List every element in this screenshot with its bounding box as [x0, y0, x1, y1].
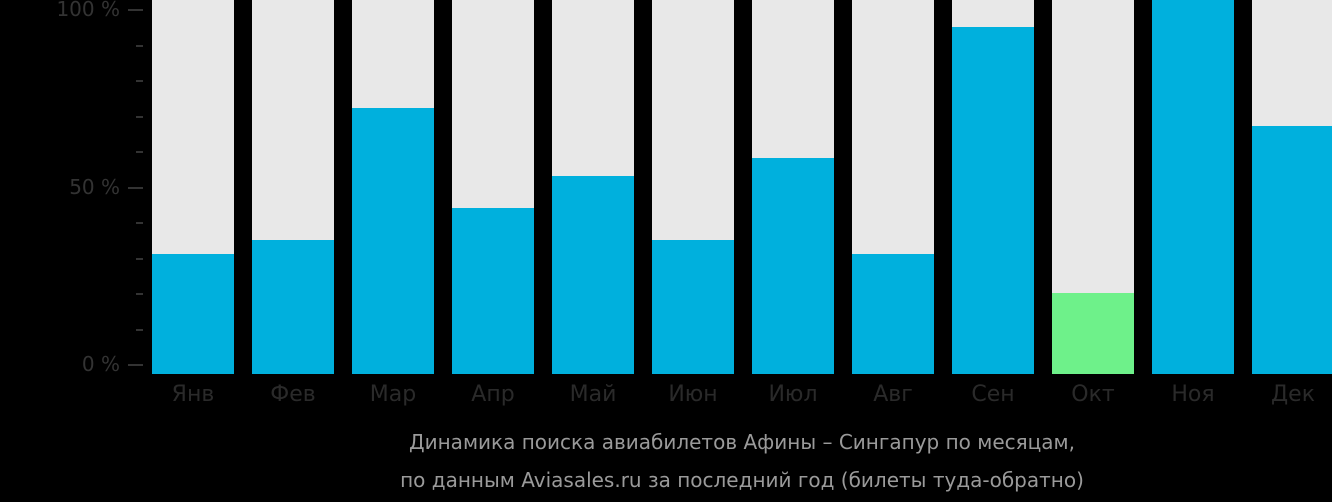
bar-fill	[252, 239, 334, 374]
bar-12	[1252, 0, 1332, 374]
x-tick-label: Фев	[270, 382, 316, 407]
bar-8	[852, 0, 934, 374]
x-tick-label: Май	[569, 382, 617, 407]
x-tick-label: Мар	[369, 382, 417, 407]
x-tick-label: Авг	[873, 382, 913, 407]
bar-fill	[852, 253, 934, 374]
x-tick-label: Июн	[668, 382, 718, 407]
x-tick-label: Янв	[171, 382, 215, 407]
x-tick-label: Ноя	[1171, 382, 1215, 407]
bar-1	[152, 0, 234, 374]
bar-fill	[352, 108, 434, 374]
bar-fill	[152, 253, 234, 374]
y-major-tick	[128, 186, 143, 189]
bar-9	[952, 0, 1034, 374]
y-minor-tick	[136, 115, 143, 118]
bar-fill	[952, 26, 1034, 374]
x-tick-label: Сен	[971, 382, 1015, 407]
bar-fill	[452, 207, 534, 374]
bar-6	[652, 0, 734, 374]
bar-2	[252, 0, 334, 374]
y-minor-tick	[136, 222, 143, 224]
y-minor-tick	[136, 80, 143, 82]
bar-fill	[1252, 126, 1332, 374]
chart-subtitle: по данным Aviasales.ru за последний год …	[400, 468, 1084, 492]
bar-fill	[552, 175, 634, 374]
x-tick-label: Окт	[1071, 382, 1115, 407]
bar-7	[752, 0, 834, 374]
y-major-tick	[128, 9, 143, 11]
bar-fill	[652, 239, 734, 374]
bar-3	[352, 0, 434, 374]
bar-fill	[1052, 293, 1134, 374]
bar-4	[452, 0, 534, 374]
y-tick-label: 100 %	[56, 0, 120, 21]
y-tick-label: 50 %	[69, 174, 120, 199]
y-minor-tick	[136, 44, 143, 47]
bar-10	[1052, 0, 1134, 374]
y-minor-tick	[136, 293, 143, 295]
bar-fill	[752, 158, 834, 374]
y-minor-tick	[136, 328, 143, 331]
bar-11	[1152, 0, 1234, 374]
x-tick-label: Дек	[1270, 382, 1315, 407]
x-tick-label: Апр	[471, 382, 515, 407]
y-major-tick	[128, 364, 143, 366]
bar-fill	[1152, 0, 1234, 374]
x-tick-label: Июл	[768, 382, 818, 407]
y-minor-tick	[136, 257, 143, 260]
chart-title: Динамика поиска авиабилетов Афины – Синг…	[408, 430, 1075, 454]
y-minor-tick	[136, 151, 143, 153]
y-tick-label: 0 %	[81, 352, 120, 376]
bar-5	[552, 0, 634, 374]
